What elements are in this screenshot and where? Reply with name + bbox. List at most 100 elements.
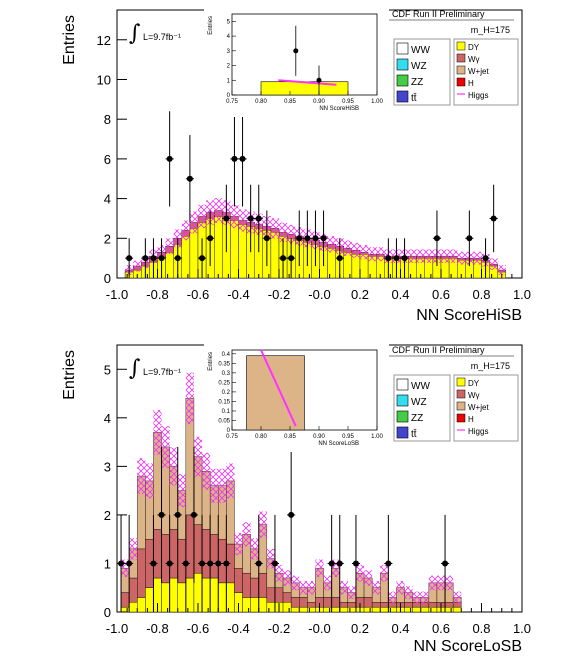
bar-0 [444,606,454,613]
y-tick-label: 8 [104,112,111,127]
bar-0 [428,606,438,613]
y-tick-label: 6 [104,152,111,167]
uncertainty-band [193,436,203,477]
uncertainty-band [238,209,247,232]
legend-swatch [396,410,409,423]
inset-bar [246,355,305,431]
uncertainty-band [412,591,421,604]
bar-1 [234,568,243,593]
bar-0 [169,577,178,613]
inset-y-tick-label: 4 [227,34,231,40]
data-point [433,235,440,242]
uncertainty-band [445,575,454,591]
mass-label: m_H=175 [471,25,510,35]
inset-y-tick-label: 0.4 [222,352,231,358]
inset-y-axis-title: Entries [208,16,214,35]
bar-dy [165,251,174,279]
x-tick-label: 0.4 [391,287,409,302]
bar-1 [282,592,292,603]
bar-0 [137,597,146,613]
legend-swatch [396,426,409,439]
inset-data-point [293,48,299,54]
legend-label: Wγ [468,55,480,64]
bar-0 [307,606,316,613]
y-tick-label: 3 [104,459,111,474]
data-point [490,215,497,222]
uncertainty-band [420,591,429,604]
uncertainty-band [376,247,385,262]
legend-swatch [456,401,466,411]
legend-label: tt̄ [411,92,417,104]
bar-1 [371,602,381,608]
legend-label: Wγ [468,391,480,400]
inset-x-tick-label: 0.90 [313,434,325,440]
data-point [336,560,343,567]
bar-1 [323,597,332,608]
x-tick-label: -0.6 [187,621,209,636]
uncertainty-band [279,222,288,243]
uncertainty-band [331,559,340,578]
uncertainty-band [299,580,308,595]
data-point [466,235,473,242]
inset-data-point [316,77,322,83]
bar-1 [258,572,268,598]
data-point [401,255,408,262]
x-tick-label: -0.0 [308,621,330,636]
uncertainty-band [408,249,417,263]
uncertainty-band [274,564,284,582]
bar-1 [299,597,308,608]
y-tick-label: 0 [104,605,111,620]
bar-dy [351,253,361,279]
x-tick-label: 0.4 [391,621,409,636]
uncertainty-band [441,249,450,263]
data-point [442,560,449,567]
legend-swatch [456,77,466,87]
uncertainty-band [177,474,186,508]
uncertainty-band [380,564,389,582]
x-tick-label: 1.0 [513,287,531,302]
inset-x-tick-label: 1.00 [371,434,383,440]
x-tick-label: -0.2 [268,287,290,302]
uncertainty-band [287,224,296,244]
uncertainty-band [169,447,178,486]
bar-0 [363,606,373,613]
uncertainty-band [234,532,243,556]
legend-label: H [468,79,474,88]
x-tick-label: -0.8 [146,621,168,636]
uncertainty-band [153,410,162,455]
uncertainty-band [258,511,267,538]
bar-0 [371,606,381,613]
uncertainty-band [291,575,300,591]
x-axis-title: NN ScoreHiSB [416,307,522,324]
legend-label: WZ [411,397,427,408]
data-point [352,560,359,567]
bar-dy [189,228,199,279]
inset-y-axis-title: Entries [208,352,214,371]
uncertainty-band [189,211,198,234]
bar-1 [209,534,219,579]
inset-y-tick-label: 1 [227,78,231,84]
uncertainty-band [307,580,316,595]
inset-y-tick-label: 3 [227,49,231,55]
uncertainty-band [360,244,369,260]
x-tick-label: 0.2 [351,621,369,636]
uncertainty-band [133,260,142,272]
inset-y-tick-label: 0.25 [218,380,230,386]
uncertainty-band [230,204,239,229]
inset-y-tick-label: 5 [227,19,231,25]
uncertainty-band [449,249,458,263]
bar-1 [331,597,340,608]
lumi-label: L=9.7fb⁻¹ [143,32,181,42]
inset-x-tick-label: 0.80 [255,99,267,105]
data-point [158,255,165,262]
uncertainty-band [323,575,332,591]
bar-0 [290,606,300,613]
legend-swatch [396,378,409,391]
bar-1 [153,529,162,579]
x-tick-label: -0.4 [227,287,249,302]
data-point [166,560,173,567]
legend-swatch [396,74,409,87]
integral-sign: ∫ [129,356,141,381]
uncertainty-band [198,204,207,229]
